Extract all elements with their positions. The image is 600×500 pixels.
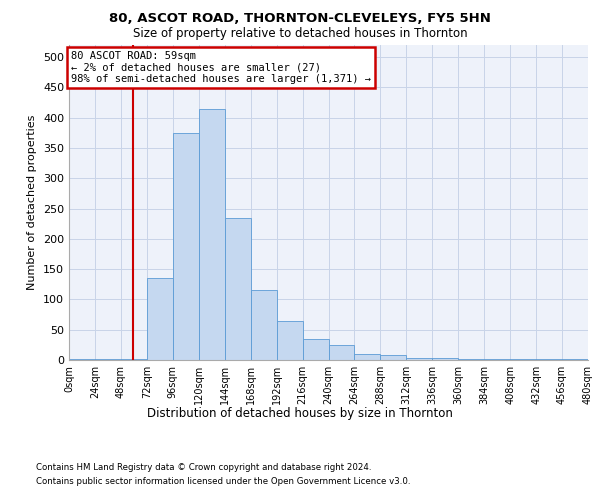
Text: Contains public sector information licensed under the Open Government Licence v3: Contains public sector information licen… — [36, 478, 410, 486]
Bar — [432, 358, 458, 360]
Text: Contains HM Land Registry data © Crown copyright and database right 2024.: Contains HM Land Registry data © Crown c… — [36, 462, 371, 471]
Bar — [225, 218, 251, 360]
Bar — [302, 339, 329, 360]
Bar — [95, 359, 121, 360]
Bar — [251, 290, 277, 360]
Text: Size of property relative to detached houses in Thornton: Size of property relative to detached ho… — [133, 28, 467, 40]
Bar — [380, 355, 406, 360]
Bar — [588, 359, 600, 360]
Bar — [199, 108, 224, 360]
Y-axis label: Number of detached properties: Number of detached properties — [28, 115, 37, 290]
Bar — [329, 345, 355, 360]
Bar — [69, 359, 95, 360]
Bar — [355, 354, 380, 360]
Bar — [121, 359, 147, 360]
Bar — [277, 320, 302, 360]
Text: 80 ASCOT ROAD: 59sqm
← 2% of detached houses are smaller (27)
98% of semi-detach: 80 ASCOT ROAD: 59sqm ← 2% of detached ho… — [71, 51, 371, 84]
Text: 80, ASCOT ROAD, THORNTON-CLEVELEYS, FY5 5HN: 80, ASCOT ROAD, THORNTON-CLEVELEYS, FY5 … — [109, 12, 491, 26]
Bar — [173, 133, 199, 360]
Bar — [406, 358, 432, 360]
Text: Distribution of detached houses by size in Thornton: Distribution of detached houses by size … — [147, 408, 453, 420]
Bar — [147, 278, 173, 360]
